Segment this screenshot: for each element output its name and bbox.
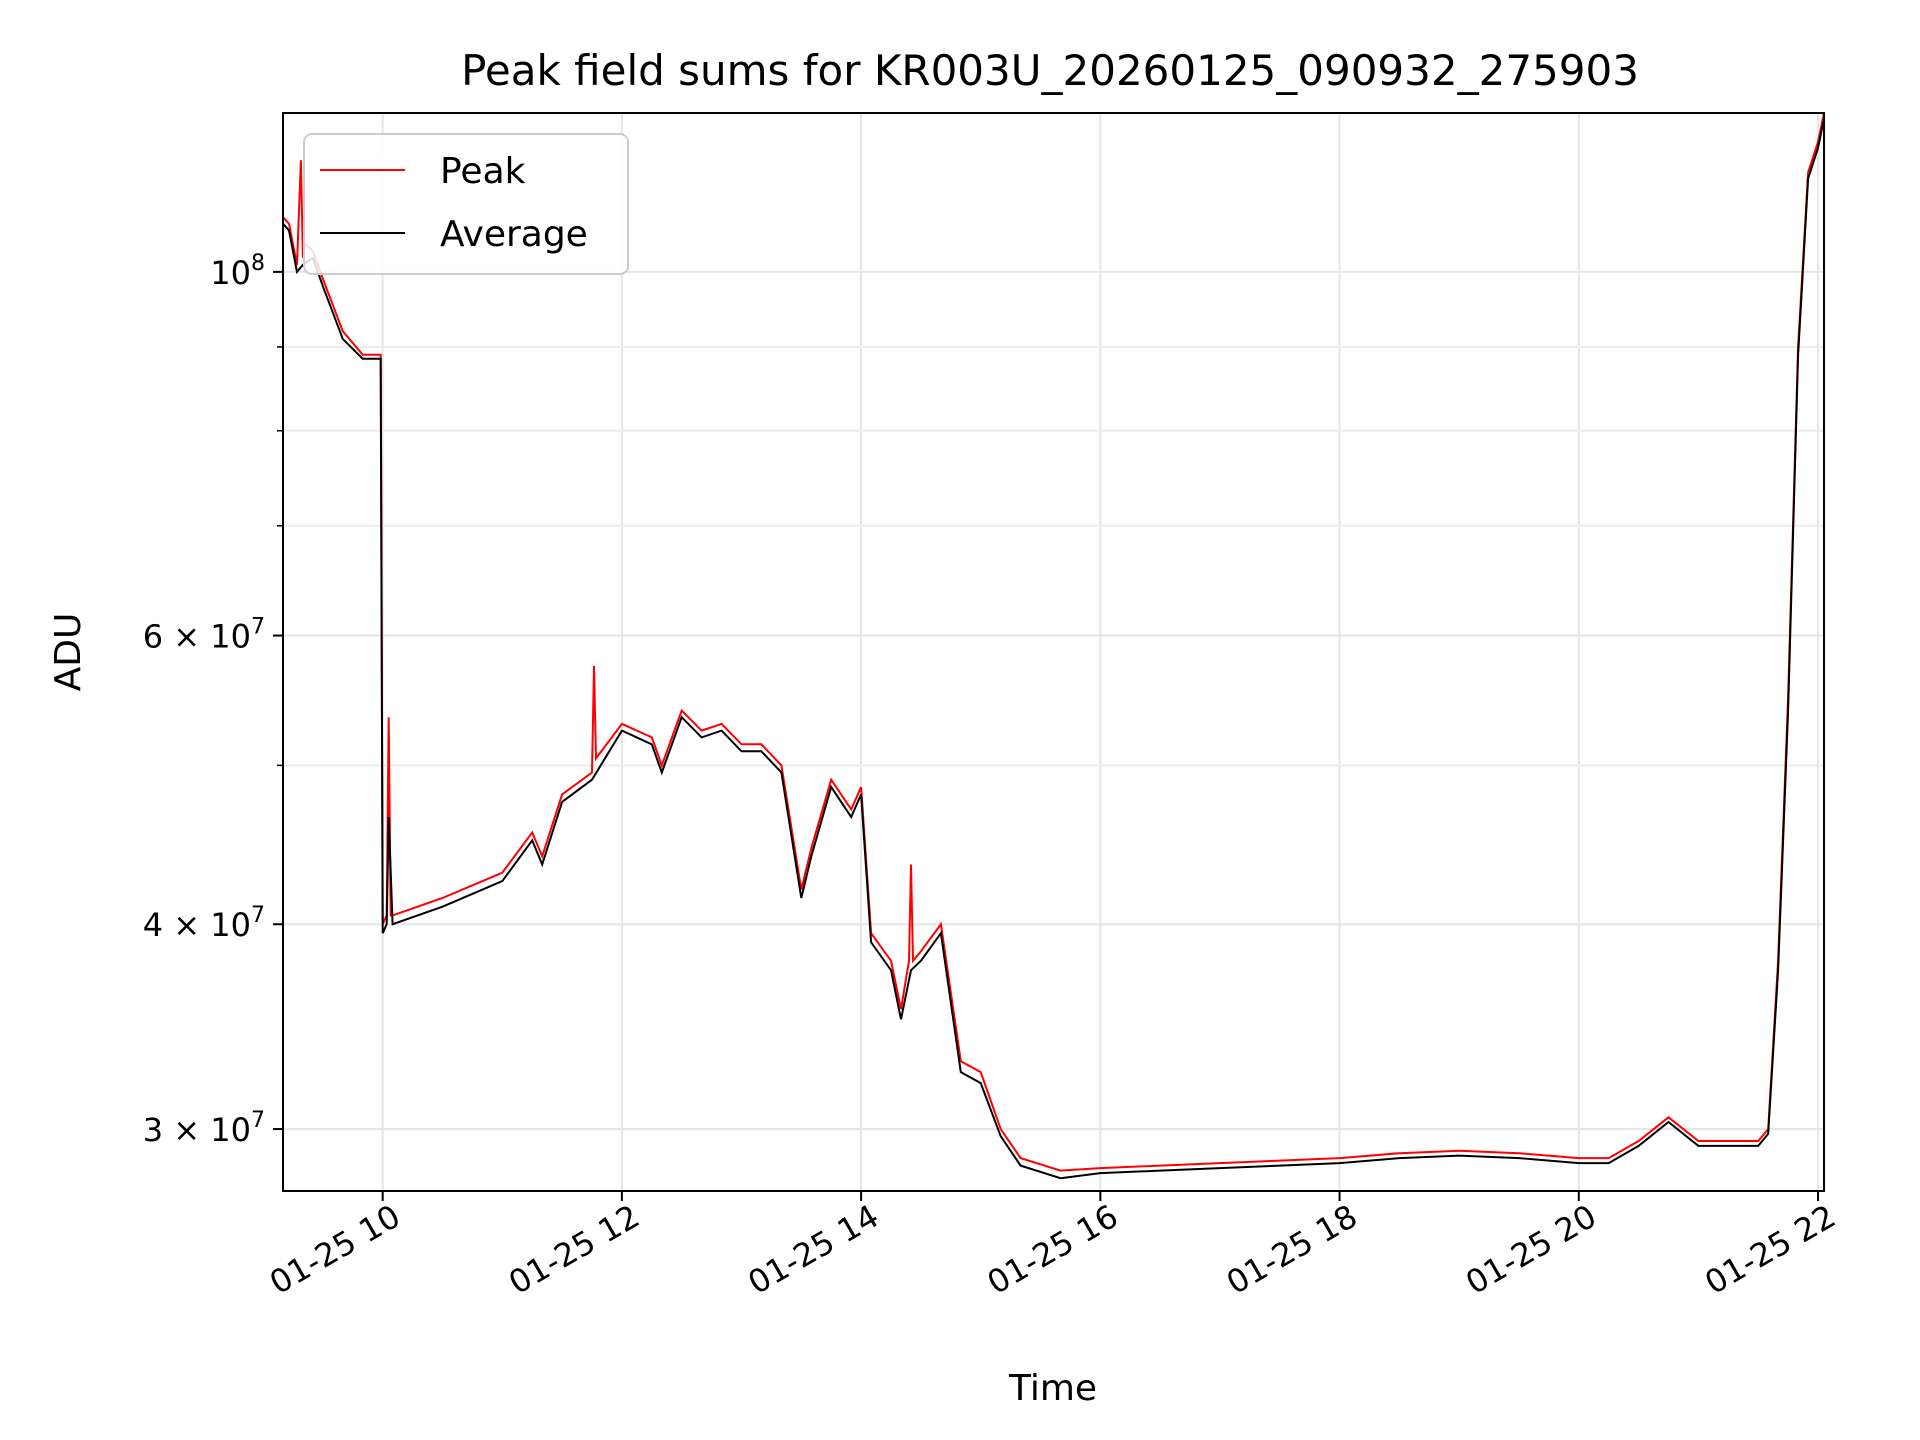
y-tick-label: 6 × 107: [143, 615, 265, 656]
y-tick-label: 3 × 107: [143, 1108, 265, 1149]
chart-title: Peak field sums for KR003U_20260125_0909…: [461, 46, 1639, 95]
y-axis-label: ADU: [48, 613, 89, 692]
legend-label-peak: Peak: [440, 151, 526, 192]
y-tick-label: 4 × 107: [143, 903, 265, 944]
grid: [283, 113, 1824, 1191]
plot-frame: [282, 112, 1825, 1192]
x-axis-label: Time: [1008, 1368, 1097, 1409]
legend: Peak Average: [303, 133, 629, 275]
plot-area: [282, 112, 1825, 1192]
legend-label-average: Average: [440, 214, 588, 255]
y-tick-label: 108: [210, 251, 265, 292]
series-line-average: [283, 118, 1824, 1180]
